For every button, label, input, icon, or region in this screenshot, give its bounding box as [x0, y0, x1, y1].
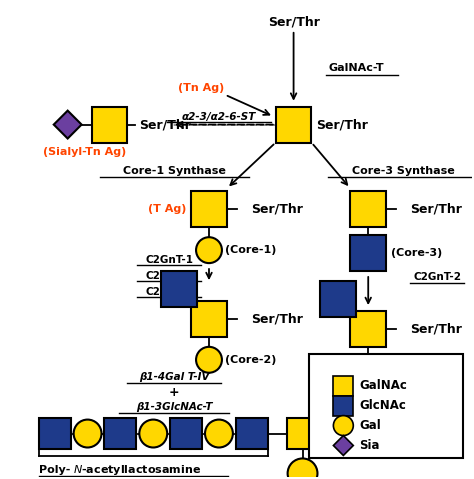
Text: (Core-3): (Core-3): [391, 248, 442, 258]
Text: (Tn Ag): (Tn Ag): [178, 83, 224, 93]
Polygon shape: [333, 435, 353, 456]
Text: Ser/Thr: Ser/Thr: [139, 118, 191, 131]
Text: Ser/Thr: Ser/Thr: [268, 15, 319, 28]
Text: (Core-2): (Core-2): [225, 355, 276, 365]
Bar: [191, 191, 227, 227]
Bar: [350, 235, 386, 271]
Text: Core-3 Synthase: Core-3 Synthase: [352, 166, 455, 176]
Text: Ser/Thr: Ser/Thr: [251, 203, 302, 216]
Text: Ser/Thr: Ser/Thr: [339, 427, 391, 440]
Bar: [350, 191, 386, 227]
Bar: [170, 418, 202, 449]
Bar: [236, 418, 268, 449]
Polygon shape: [54, 111, 82, 138]
Text: Poly-: Poly-: [39, 466, 70, 476]
Text: β1-4Gal T-IV: β1-4Gal T-IV: [139, 372, 210, 382]
Text: Key:: Key:: [319, 362, 349, 375]
Text: α2-3/α2-6-ST: α2-3/α2-6-ST: [182, 112, 256, 122]
Bar: [191, 301, 227, 337]
Text: Gal: Gal: [359, 419, 381, 432]
Bar: [333, 376, 353, 396]
Circle shape: [196, 237, 222, 263]
Bar: [350, 311, 386, 347]
Circle shape: [205, 420, 233, 447]
Bar: [276, 107, 311, 143]
Text: (T Ag): (T Ag): [148, 205, 186, 214]
Text: Core-1 Synthase: Core-1 Synthase: [123, 166, 226, 176]
Text: (Core-1): (Core-1): [225, 245, 276, 255]
Circle shape: [333, 416, 353, 435]
Bar: [309, 354, 463, 458]
Text: Ser/Thr: Ser/Thr: [317, 118, 368, 131]
Bar: [333, 396, 353, 416]
Text: Ser/Thr: Ser/Thr: [410, 322, 462, 335]
Text: GalNAc: GalNAc: [359, 379, 407, 392]
Bar: [350, 355, 386, 391]
Circle shape: [139, 420, 167, 447]
Text: C2GnT-2: C2GnT-2: [413, 272, 461, 282]
Text: GlcNAc: GlcNAc: [359, 399, 406, 412]
Text: GalNAc-T: GalNAc-T: [328, 63, 384, 73]
Text: C2GnT-3: C2GnT-3: [145, 287, 193, 297]
Text: +: +: [169, 386, 180, 399]
Circle shape: [73, 420, 101, 447]
Bar: [320, 281, 356, 317]
Bar: [39, 418, 71, 449]
Circle shape: [288, 458, 318, 479]
Text: (Sialyl-Tn Ag): (Sialyl-Tn Ag): [43, 148, 126, 158]
Text: C2GnT-1: C2GnT-1: [145, 255, 193, 265]
Text: C2GnT-2: C2GnT-2: [145, 271, 193, 281]
Bar: [161, 271, 197, 307]
Circle shape: [196, 347, 222, 373]
Text: Sia: Sia: [359, 439, 380, 452]
Text: $\mathit{N}$-acetyllactosamine: $\mathit{N}$-acetyllactosamine: [73, 463, 201, 478]
Bar: [104, 418, 137, 449]
Bar: [91, 107, 128, 143]
Bar: [287, 418, 319, 449]
Text: Ser/Thr: Ser/Thr: [410, 203, 462, 216]
Text: (Core-4): (Core-4): [391, 368, 443, 378]
Text: β1-3GlcNAc-T: β1-3GlcNAc-T: [136, 401, 212, 411]
Text: Ser/Thr: Ser/Thr: [251, 312, 302, 325]
